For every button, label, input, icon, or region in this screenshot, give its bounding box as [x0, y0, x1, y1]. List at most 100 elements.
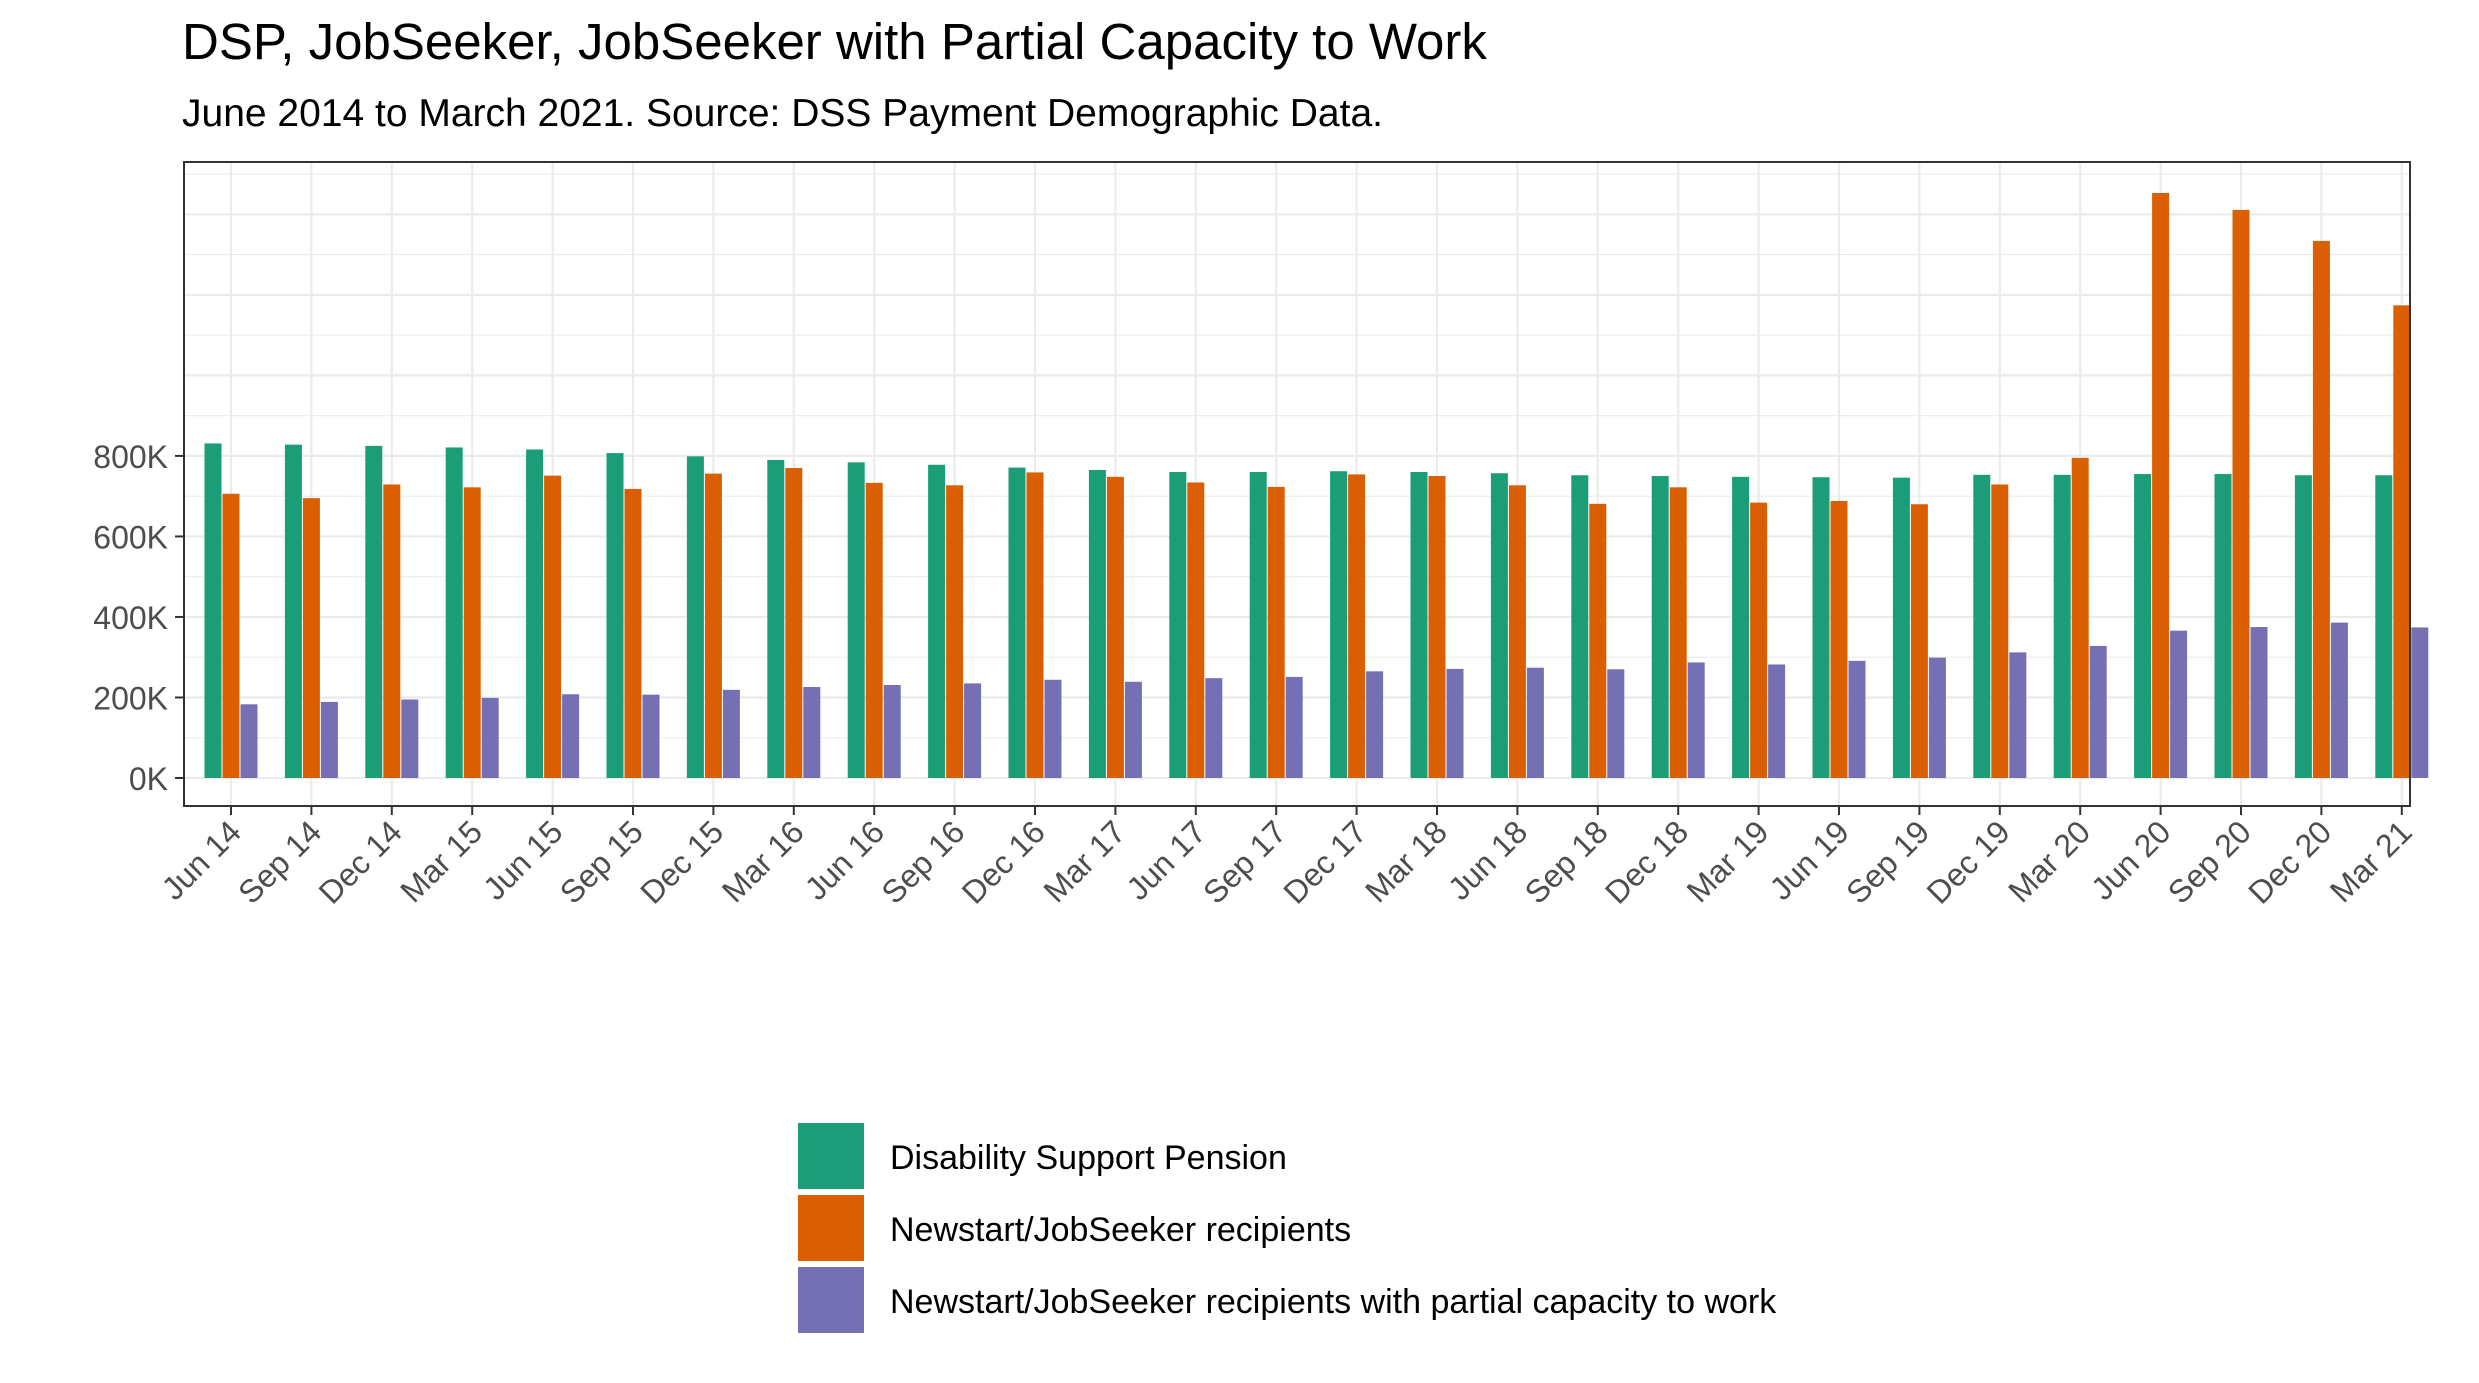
- bar: [2152, 193, 2170, 778]
- x-tick-label: Dec 15: [633, 813, 730, 910]
- bar: [445, 447, 463, 778]
- bar: [1044, 679, 1062, 778]
- bar: [704, 473, 722, 778]
- bar: [847, 462, 865, 778]
- chart-title: DSP, JobSeeker, JobSeeker with Partial C…: [182, 13, 1487, 70]
- bar: [365, 445, 383, 778]
- x-tick-label: Jun 14: [155, 813, 248, 906]
- bar: [320, 701, 338, 778]
- bar: [2232, 209, 2250, 778]
- bar: [2071, 457, 2089, 778]
- x-tick-label: Dec 19: [1920, 813, 2017, 910]
- bar: [1571, 475, 1589, 778]
- x-tick-label: Sep 19: [1839, 813, 1936, 910]
- x-tick-label: Dec 18: [1598, 813, 1695, 910]
- bar: [1651, 476, 1669, 778]
- bar: [1446, 668, 1464, 778]
- bar: [686, 456, 704, 778]
- x-tick-label: Dec 14: [312, 813, 409, 910]
- bar: [544, 475, 562, 778]
- bar: [302, 498, 320, 778]
- y-tick-label: 600K: [93, 519, 168, 555]
- bar: [1169, 472, 1187, 778]
- x-tick-label: Jun 19: [1763, 813, 1856, 906]
- bar: [2009, 652, 2027, 778]
- bar: [401, 699, 419, 778]
- bar: [284, 444, 302, 778]
- bar: [1687, 662, 1705, 778]
- bar: [2089, 645, 2107, 778]
- x-tick-label: Dec 16: [955, 813, 1052, 910]
- x-tick-label: Mar 16: [715, 813, 811, 909]
- bar: [1768, 664, 1786, 778]
- bar: [1669, 487, 1687, 778]
- bar: [2214, 474, 2232, 778]
- bar: [2294, 475, 2312, 778]
- bar: [964, 683, 982, 778]
- bar: [1910, 504, 1928, 778]
- bars: [204, 193, 2429, 778]
- bar: [722, 689, 740, 778]
- bar: [1848, 660, 1866, 778]
- x-tick-label: Mar 18: [1358, 813, 1454, 909]
- bar: [1490, 473, 1508, 778]
- bar: [2134, 474, 2152, 778]
- bar: [2053, 474, 2071, 778]
- bar: [562, 694, 580, 778]
- bar: [2170, 630, 2188, 778]
- x-tick-label: Sep 20: [2161, 813, 2258, 910]
- bar: [1366, 671, 1384, 778]
- bar: [1285, 676, 1303, 778]
- bar: [2411, 627, 2429, 778]
- bar: [1088, 470, 1106, 778]
- bar: [803, 687, 821, 778]
- x-tick-label: Mar 19: [1680, 813, 1776, 909]
- x-tick-label: Sep 16: [874, 813, 971, 910]
- legend-label: Newstart/JobSeeker recipients: [890, 1211, 1352, 1249]
- x-tick-label: Mar 15: [393, 813, 489, 909]
- bar: [2312, 240, 2330, 778]
- x-tick-label: Mar 20: [2001, 813, 2097, 909]
- bar: [883, 684, 901, 778]
- bar: [1750, 502, 1768, 778]
- x-tick-label: Sep 15: [553, 813, 650, 910]
- bar: [785, 467, 803, 778]
- bar: [2330, 622, 2348, 778]
- x-tick-label: Jun 18: [1441, 813, 1534, 906]
- bar: [240, 704, 258, 778]
- bar: [767, 459, 785, 778]
- bar: [1124, 681, 1142, 778]
- bar: [2393, 305, 2411, 778]
- bar: [1526, 667, 1544, 778]
- bar: [1812, 477, 1830, 778]
- x-tick-label: Mar 21: [2323, 813, 2419, 909]
- x-tick-label: Jun 17: [1119, 813, 1212, 906]
- bar: [2375, 475, 2393, 778]
- bar: [606, 453, 624, 778]
- bar: [624, 488, 642, 778]
- bar: [526, 449, 544, 778]
- bar: [1267, 486, 1285, 778]
- bar: [1508, 485, 1526, 778]
- bar: [383, 484, 401, 778]
- bar: [1330, 471, 1348, 778]
- bar: [1830, 501, 1848, 778]
- bar: [928, 464, 946, 778]
- x-tick-label: Sep 14: [231, 813, 328, 910]
- x-tick-label: Dec 20: [2241, 813, 2338, 910]
- legend-swatch: [798, 1123, 864, 1189]
- x-tick-label: Jun 16: [798, 813, 891, 906]
- x-tick-label: Dec 17: [1276, 813, 1373, 910]
- legend-swatch: [798, 1267, 864, 1333]
- bar: [1973, 474, 1991, 778]
- x-tick-label: Sep 17: [1196, 813, 1293, 910]
- legend-label: Newstart/JobSeeker recipients with parti…: [890, 1283, 1777, 1321]
- bar: [865, 482, 883, 778]
- bar: [2250, 627, 2268, 778]
- bar: [642, 694, 660, 778]
- y-tick-label: 0K: [129, 761, 168, 797]
- bar: [204, 443, 222, 778]
- bar: [1008, 467, 1026, 778]
- y-tick-label: 800K: [93, 439, 168, 475]
